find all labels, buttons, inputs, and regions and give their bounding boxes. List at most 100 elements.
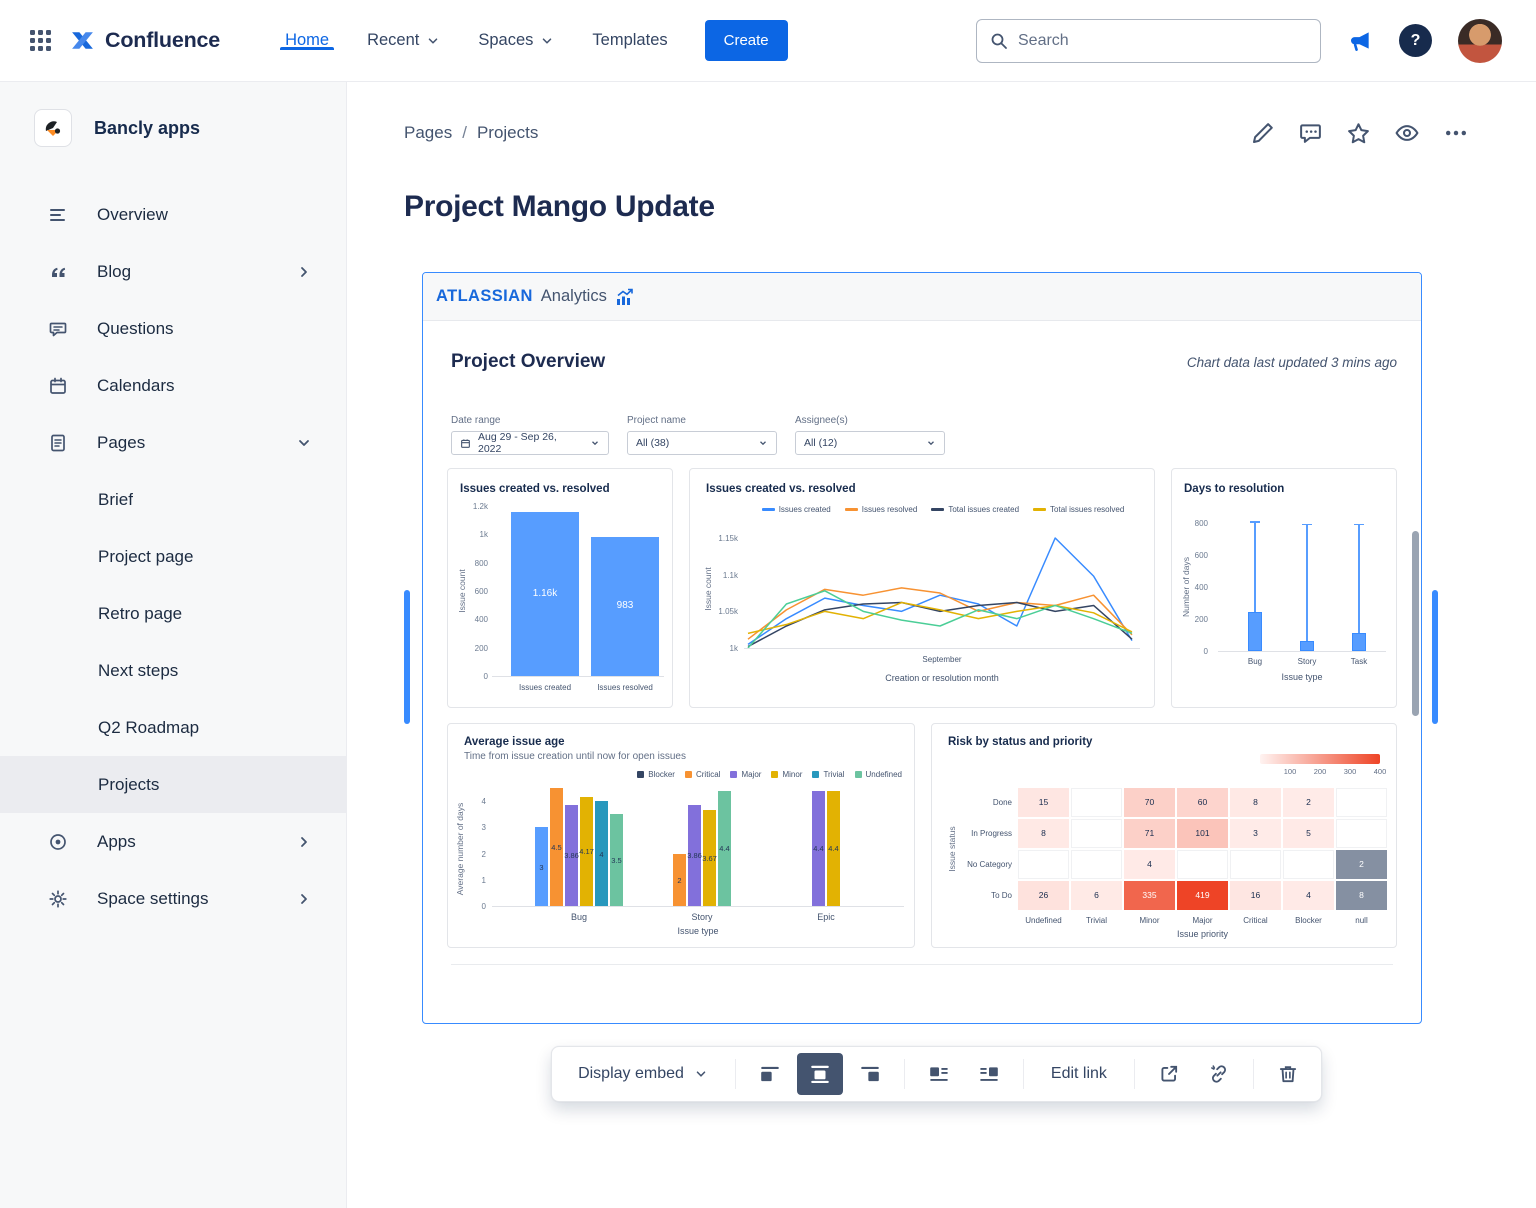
legend-item: Undefined xyxy=(854,770,902,779)
align-center-button[interactable] xyxy=(796,1053,843,1095)
scale-tick-label: 100 xyxy=(1283,767,1297,776)
heat-cell xyxy=(1071,850,1122,879)
embed-resize-handle-right[interactable] xyxy=(1432,590,1438,724)
chevron-down-icon xyxy=(543,37,552,44)
edit-link-button[interactable]: Edit link xyxy=(1035,1053,1123,1095)
nav-home[interactable]: Home xyxy=(266,31,348,50)
x-axis-label: Issue type xyxy=(1281,672,1323,682)
confluence-logo[interactable]: Confluence xyxy=(69,27,220,54)
eye-icon xyxy=(1395,125,1419,141)
breadcrumb-projects[interactable]: Projects xyxy=(476,123,539,142)
embed-divider xyxy=(451,964,1393,965)
legend-label: Blocker xyxy=(648,770,675,779)
dashboard-title: Project Overview xyxy=(451,351,606,372)
legend-label: Total issues created xyxy=(948,505,1020,514)
heat-cell: 8 xyxy=(1336,881,1387,910)
wrap-left-button[interactable] xyxy=(916,1053,962,1095)
sidebar-item-next-steps[interactable]: Next steps xyxy=(98,660,179,680)
y-tick-label: 200 xyxy=(474,643,488,653)
sidebar-item-calendars[interactable]: Calendars xyxy=(0,357,346,414)
heat-cell xyxy=(1177,850,1228,879)
nav-templates[interactable]: Templates xyxy=(592,31,668,49)
wrap-right-button[interactable] xyxy=(966,1053,1012,1095)
heat-cell: 5 xyxy=(1283,819,1334,848)
chart-title: Risk by status and priority xyxy=(948,736,1093,748)
sidebar-item-pages[interactable]: Pages xyxy=(0,414,346,471)
sidebar-item-projects[interactable]: Projects xyxy=(0,756,346,813)
analytics-embed[interactable]: ATLASSIAN Analytics Project Overview Cha… xyxy=(422,272,1422,1024)
help-button[interactable]: ? xyxy=(1399,24,1432,57)
bar-Minor xyxy=(580,796,593,906)
more-button[interactable] xyxy=(1443,120,1469,146)
primary-nav: Home Recent Spaces Templates xyxy=(266,31,687,50)
x-axis-line xyxy=(492,676,664,677)
x-category-label: Issues created xyxy=(518,683,572,692)
sidebar-item-retro-page[interactable]: Retro page xyxy=(98,603,183,623)
project-name-select[interactable]: All (38) xyxy=(627,431,777,455)
wrap-left-icon xyxy=(930,1067,948,1081)
heat-cell xyxy=(1071,788,1122,817)
scale-tick-label: 400 xyxy=(1373,767,1387,776)
open-link-button[interactable] xyxy=(1146,1053,1192,1095)
align-right-button[interactable] xyxy=(847,1053,893,1095)
search-box[interactable] xyxy=(976,18,1321,63)
sidebar-item-project-page[interactable]: Project page xyxy=(98,546,194,566)
embed-resize-handle-left[interactable] xyxy=(404,590,410,724)
edit-button[interactable] xyxy=(1250,121,1275,146)
legend-label: Total issues resolved xyxy=(1050,505,1125,514)
create-button[interactable]: Create xyxy=(704,20,788,61)
sidebar-item-overview[interactable]: Overview xyxy=(0,186,346,243)
chevron-down-icon xyxy=(592,441,598,446)
nav-recent[interactable]: Recent xyxy=(348,31,459,50)
question-mark-icon: ? xyxy=(1410,31,1421,49)
y-tick-label: 1.2k xyxy=(472,502,488,511)
search-input[interactable] xyxy=(1018,31,1308,50)
heat-cell xyxy=(1336,788,1387,817)
column-label: Minor xyxy=(1139,916,1160,925)
favorite-button[interactable] xyxy=(1346,121,1371,146)
date-range-select[interactable]: Aug 29 - Sep 26, 2022 xyxy=(451,431,609,455)
unlink-button[interactable] xyxy=(1196,1053,1242,1095)
x-category-label: Task xyxy=(1350,657,1368,666)
chart-legend: Issues created Issues resolved Total issue… xyxy=(740,505,1146,514)
chart-legend: Blocker Critical Major Minor Trivial Undefine… xyxy=(637,770,902,779)
external-link-icon xyxy=(1161,1065,1178,1082)
bar-value-label: 983 xyxy=(616,600,634,612)
heat-cell: 60 xyxy=(1177,788,1228,817)
delete-button[interactable] xyxy=(1265,1053,1311,1095)
bar-Undefined xyxy=(718,790,731,906)
star-icon xyxy=(1348,122,1369,143)
bar-value-label: 4.17 xyxy=(579,847,594,857)
assignees-select[interactable]: All (12) xyxy=(795,431,945,455)
watch-button[interactable] xyxy=(1394,120,1420,146)
heat-cell: 4 xyxy=(1124,850,1175,879)
y-tick-label: 1 xyxy=(481,875,486,885)
align-left-button[interactable] xyxy=(747,1053,793,1095)
app-switcher-icon[interactable] xyxy=(30,30,51,51)
x-category-label: Issues resolved xyxy=(597,683,653,692)
breadcrumb-pages[interactable]: Pages xyxy=(404,123,453,142)
chevron-down-icon xyxy=(299,439,309,446)
main-content: Pages / Projects xyxy=(347,82,1536,1208)
bar-Minor xyxy=(827,790,840,906)
user-avatar[interactable] xyxy=(1458,18,1502,63)
space-header[interactable]: Bancly apps xyxy=(0,108,346,148)
whisker-cap xyxy=(1302,523,1312,526)
sidebar-item-blog[interactable]: Blog xyxy=(0,243,346,300)
embed-scrollbar[interactable] xyxy=(1412,531,1419,716)
sidebar-item-apps[interactable]: Apps xyxy=(0,813,346,870)
bar-Blocker xyxy=(535,827,548,906)
announcements-button[interactable] xyxy=(1347,28,1373,54)
display-embed-button[interactable]: Display embed xyxy=(562,1053,724,1095)
sidebar-item-brief[interactable]: Brief xyxy=(98,489,133,509)
bar-value-label: 3.67 xyxy=(702,853,717,863)
sidebar-item-q2-roadmap[interactable]: Q2 Roadmap xyxy=(98,717,200,737)
comment-button[interactable] xyxy=(1298,121,1323,146)
chart-title: Days to resolution xyxy=(1184,483,1285,495)
chevron-right-icon xyxy=(301,893,307,904)
sidebar-item-space-settings[interactable]: Space settings xyxy=(0,870,346,927)
y-tick-label: 3 xyxy=(481,823,486,833)
nav-spaces[interactable]: Spaces xyxy=(459,31,573,50)
y-tick-label: 400 xyxy=(1194,583,1208,592)
sidebar-item-questions[interactable]: Questions xyxy=(0,300,346,357)
